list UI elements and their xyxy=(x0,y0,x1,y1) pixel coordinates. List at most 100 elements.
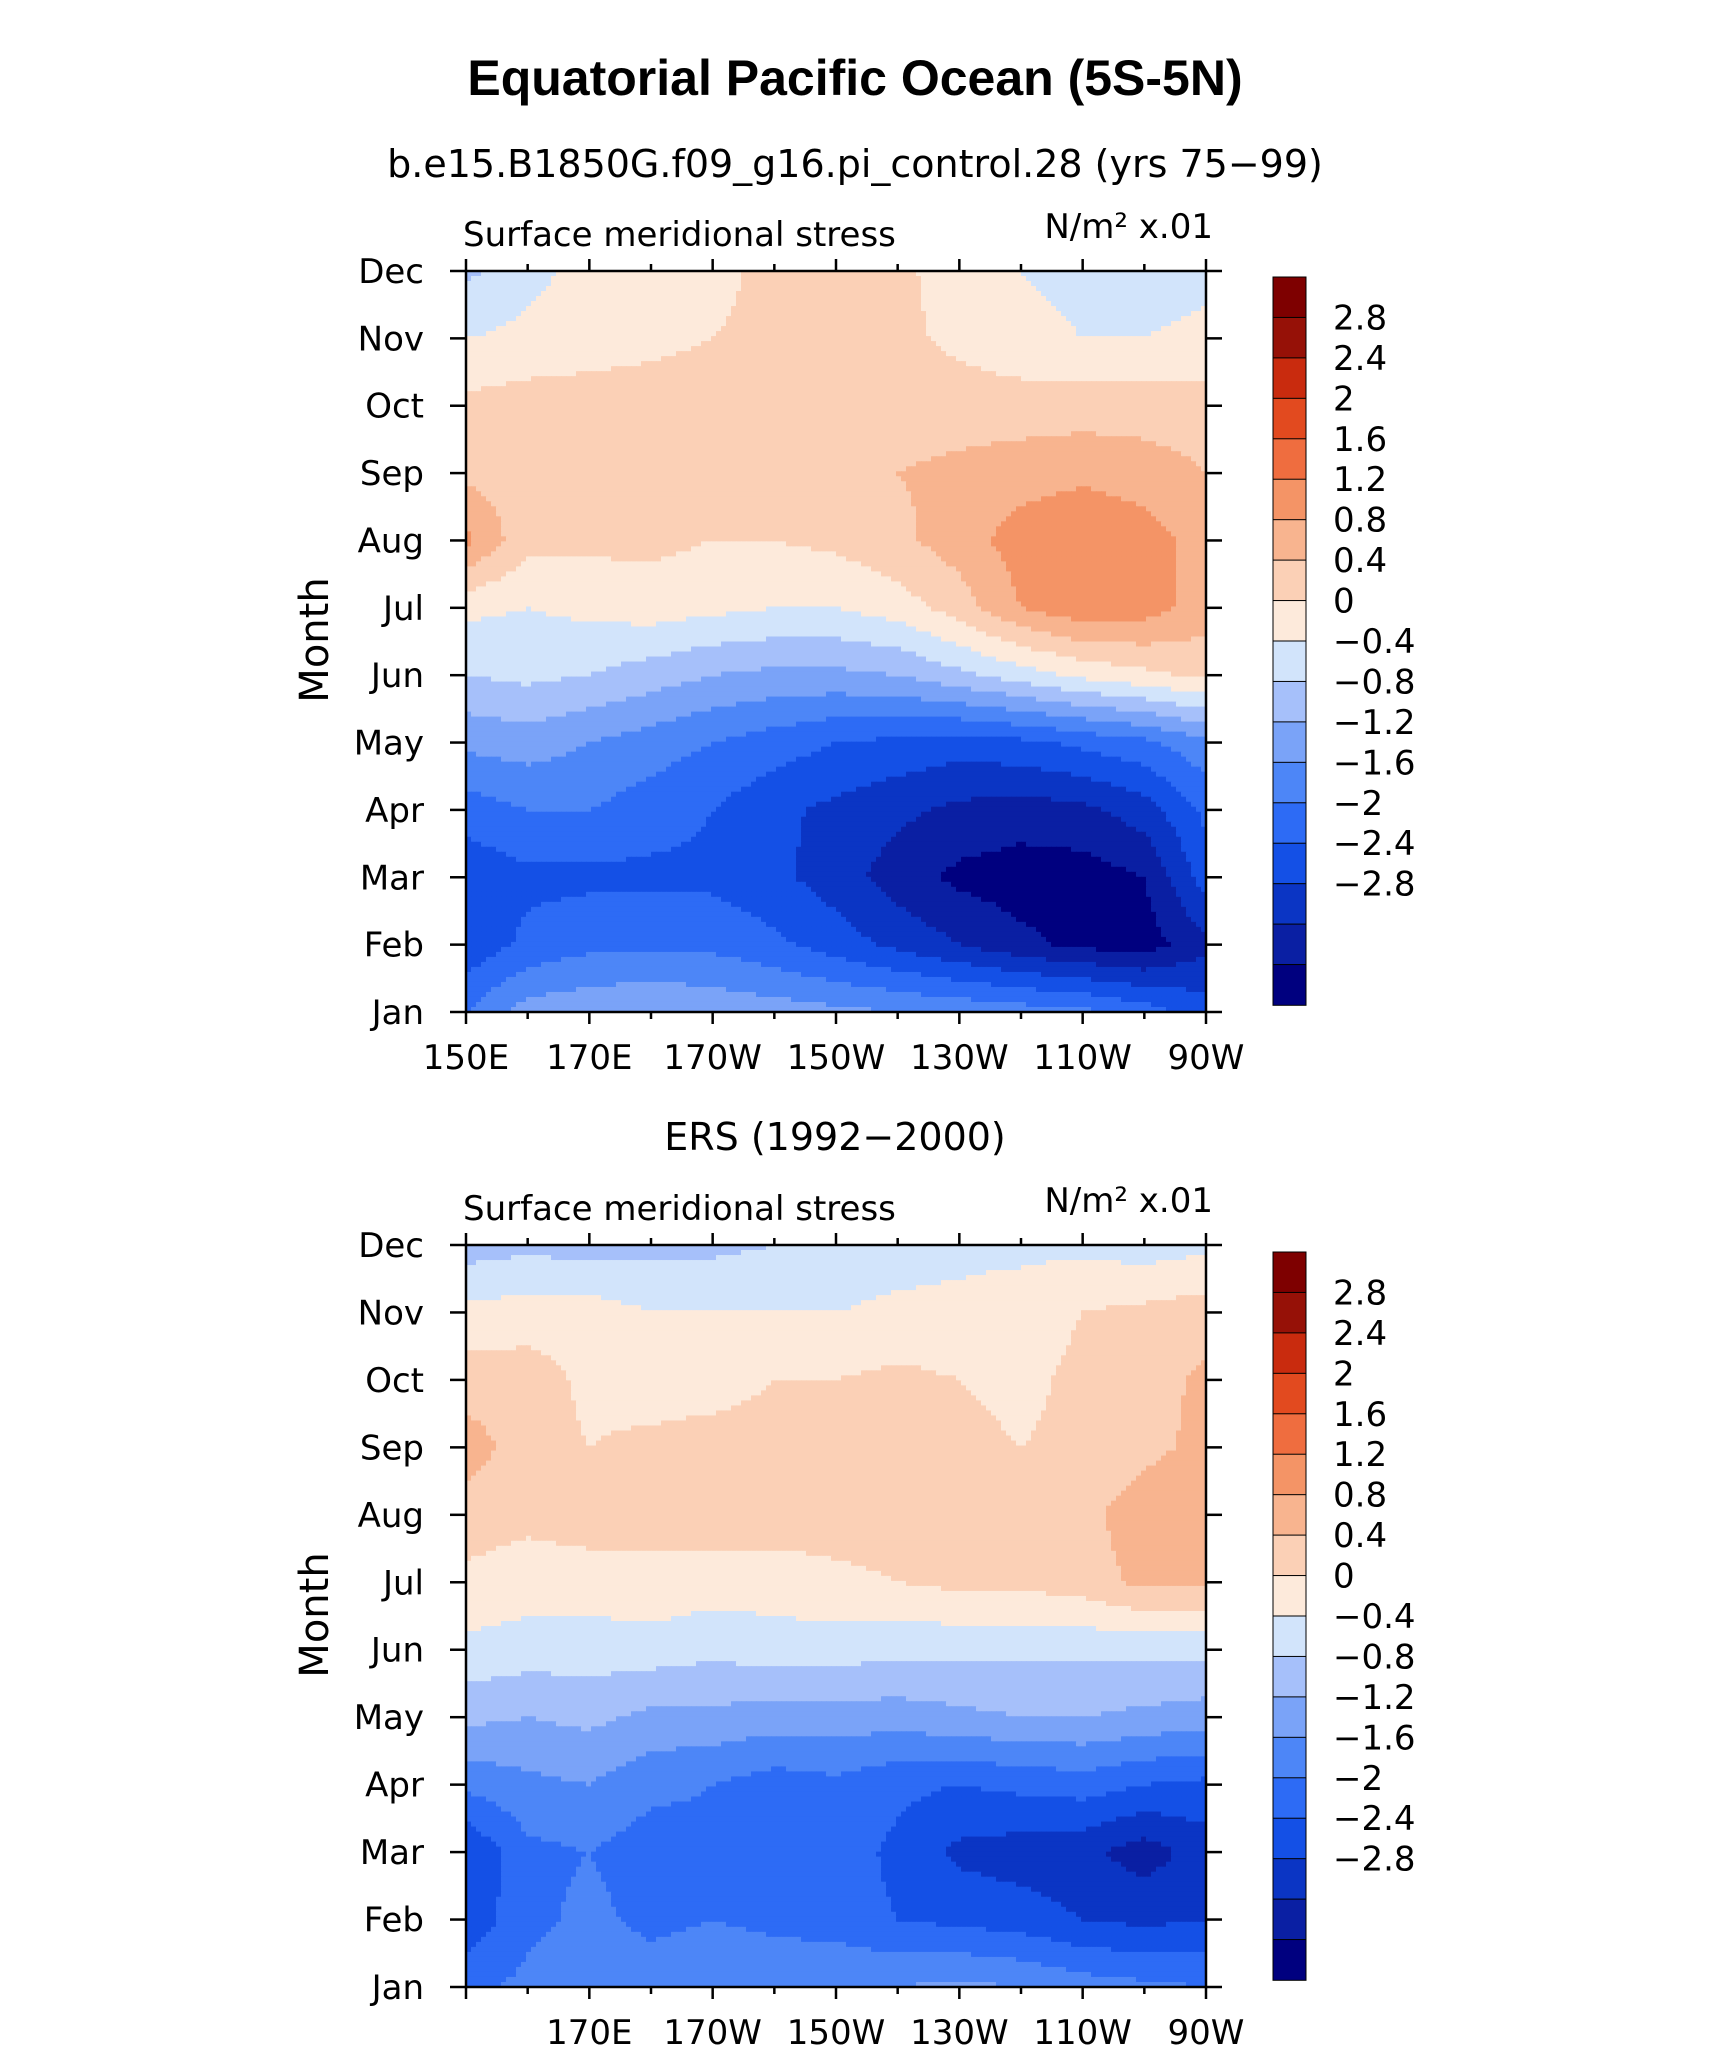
heatmap-cell xyxy=(971,306,977,312)
heatmap-cell xyxy=(1021,316,1027,322)
heatmap-cell xyxy=(1021,311,1027,317)
heatmap-cell xyxy=(1156,411,1162,417)
heatmap-cell xyxy=(1086,411,1092,417)
heatmap-cell xyxy=(596,386,602,392)
heatmap-cell xyxy=(691,296,697,302)
heatmap-cell xyxy=(911,411,917,417)
heatmap-cell xyxy=(801,386,807,392)
heatmap-cell xyxy=(811,381,817,387)
heatmap-cell xyxy=(991,391,997,397)
heatmap-cell xyxy=(566,406,572,412)
heatmap-cell xyxy=(906,276,912,282)
heatmap-cell xyxy=(1016,396,1022,402)
heatmap-cell xyxy=(1096,301,1102,307)
heatmap-cell xyxy=(491,296,497,302)
heatmap-cell xyxy=(566,281,572,287)
heatmap-cell xyxy=(521,401,527,407)
heatmap-cell xyxy=(886,316,892,322)
heatmap-cell xyxy=(936,306,942,312)
heatmap-cell xyxy=(816,381,822,387)
heatmap-cell xyxy=(556,416,562,422)
heatmap-cell xyxy=(1021,406,1027,412)
heatmap-cell xyxy=(946,356,952,362)
heatmap-cell xyxy=(966,286,972,292)
heatmap-cell xyxy=(851,371,857,377)
heatmap-cell xyxy=(1136,316,1142,322)
heatmap-cell xyxy=(501,301,507,307)
heatmap-cell xyxy=(816,306,822,312)
heatmap-cell xyxy=(956,341,962,347)
heatmap-cell xyxy=(891,296,897,302)
heatmap-cell xyxy=(861,331,867,337)
heatmap-cell xyxy=(601,391,607,397)
heatmap-cell xyxy=(1186,416,1192,422)
heatmap-cell xyxy=(601,376,607,382)
heatmap-cell xyxy=(586,276,592,282)
heatmap-cell xyxy=(726,361,732,367)
heatmap-cell xyxy=(1011,301,1017,307)
heatmap-cell xyxy=(691,386,697,392)
heatmap-cell xyxy=(801,416,807,422)
heatmap-cell xyxy=(971,396,977,402)
heatmap-cell xyxy=(821,366,827,372)
heatmap-cell xyxy=(676,381,682,387)
heatmap-cell xyxy=(781,356,787,362)
heatmap-cell xyxy=(956,356,962,362)
heatmap-cell xyxy=(836,341,842,347)
heatmap-cell xyxy=(731,316,737,322)
heatmap-cell xyxy=(986,306,992,312)
heatmap-cell xyxy=(776,351,782,357)
heatmap-cell xyxy=(861,416,867,422)
heatmap-cell xyxy=(1026,356,1032,362)
heatmap-cell xyxy=(731,391,737,397)
heatmap-cell xyxy=(1061,291,1067,297)
heatmap-cell xyxy=(1091,336,1097,342)
heatmap-cell xyxy=(741,371,747,377)
heatmap-cell xyxy=(1146,311,1152,317)
heatmap-cell xyxy=(641,381,647,387)
heatmap-cell xyxy=(1186,361,1192,367)
heatmap-cell xyxy=(746,331,752,337)
heatmap-cell xyxy=(1086,336,1092,342)
heatmap-cell xyxy=(1191,341,1197,347)
heatmap-cell xyxy=(971,401,977,407)
heatmap-cell xyxy=(531,351,537,357)
heatmap-cell xyxy=(966,361,972,367)
heatmap-cell xyxy=(936,301,942,307)
heatmap-cell xyxy=(856,396,862,402)
heatmap-cell xyxy=(531,386,537,392)
heatmap-cell xyxy=(731,401,737,407)
heatmap-cell xyxy=(731,306,737,312)
heatmap-cell xyxy=(1096,356,1102,362)
heatmap-cell xyxy=(946,406,952,412)
heatmap-cell xyxy=(1111,351,1117,357)
heatmap-cell xyxy=(756,381,762,387)
heatmap-cell xyxy=(806,321,812,327)
heatmap-cell xyxy=(571,281,577,287)
heatmap-cell xyxy=(1056,416,1062,422)
heatmap-cell xyxy=(856,366,862,372)
heatmap-cell xyxy=(1131,356,1137,362)
heatmap-cell xyxy=(746,376,752,382)
heatmap-cell xyxy=(791,311,797,317)
heatmap-cell xyxy=(741,366,747,372)
heatmap-cell xyxy=(726,371,732,377)
heatmap-cell xyxy=(841,391,847,397)
heatmap-cell xyxy=(851,281,857,287)
heatmap-cell xyxy=(556,361,562,367)
heatmap-cell xyxy=(881,286,887,292)
heatmap-cell xyxy=(911,306,917,312)
heatmap-cell xyxy=(751,371,757,377)
heatmap-cell xyxy=(856,311,862,317)
heatmap-cell xyxy=(1041,346,1047,352)
heatmap-cell xyxy=(771,356,777,362)
heatmap-cell xyxy=(691,356,697,362)
heatmap-cell xyxy=(1181,331,1187,337)
heatmap-cell xyxy=(776,356,782,362)
heatmap-cell xyxy=(1006,331,1012,337)
heatmap-cell xyxy=(796,321,802,327)
heatmap-cell xyxy=(876,406,882,412)
heatmap-cell xyxy=(1026,316,1032,322)
heatmap-cell xyxy=(1136,396,1142,402)
heatmap-cell xyxy=(786,301,792,307)
